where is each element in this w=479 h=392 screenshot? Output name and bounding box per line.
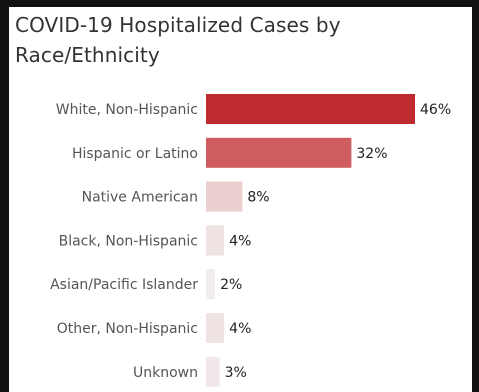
category-label: Unknown bbox=[133, 365, 198, 381]
bar[interactable] bbox=[206, 269, 216, 300]
category-label: Hispanic or Latino bbox=[72, 146, 198, 162]
data-label: 3% bbox=[225, 365, 247, 381]
data-label: 8% bbox=[247, 190, 269, 206]
bar[interactable] bbox=[206, 313, 225, 343]
category-label: Asian/Pacific Islander bbox=[50, 277, 198, 293]
data-label: 32% bbox=[356, 146, 387, 162]
frame-border-left bbox=[0, 0, 9, 392]
data-label: 4% bbox=[229, 321, 251, 337]
category-label: Other, Non-Hispanic bbox=[57, 321, 198, 337]
data-label: 4% bbox=[229, 233, 251, 249]
data-label: 46% bbox=[420, 102, 451, 118]
category-label: Native American bbox=[82, 190, 198, 206]
frame-border-top bbox=[0, 0, 479, 7]
data-label: 2% bbox=[220, 277, 242, 293]
bar[interactable] bbox=[206, 94, 415, 124]
category-label: White, Non-Hispanic bbox=[56, 102, 198, 118]
bar[interactable] bbox=[206, 181, 243, 212]
bar[interactable] bbox=[206, 225, 225, 256]
bar[interactable] bbox=[206, 137, 352, 168]
frame-border-right bbox=[472, 0, 479, 392]
chart-title: COVID-19 Hospitalized Cases by Race/Ethn… bbox=[15, 13, 341, 67]
category-label: Black, Non-Hispanic bbox=[59, 233, 198, 249]
bar[interactable] bbox=[206, 356, 220, 387]
